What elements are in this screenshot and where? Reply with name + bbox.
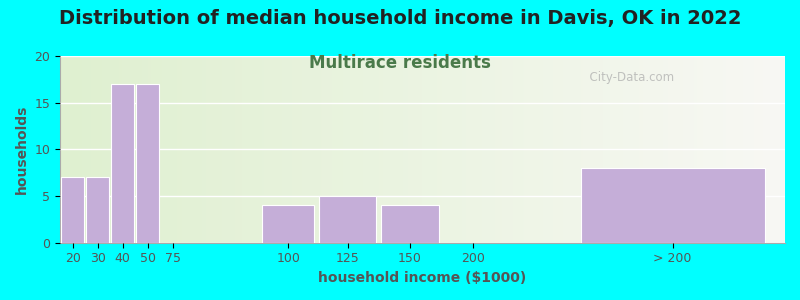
Bar	[86, 177, 109, 243]
Text: Distribution of median household income in Davis, OK in 2022: Distribution of median household income …	[58, 9, 742, 28]
Y-axis label: households: households	[15, 105, 29, 194]
Bar	[581, 168, 765, 243]
Bar	[111, 84, 134, 243]
Text: Multirace residents: Multirace residents	[309, 54, 491, 72]
Text: City-Data.com: City-Data.com	[582, 71, 674, 84]
Bar	[319, 196, 376, 243]
Bar	[136, 84, 159, 243]
Bar	[382, 206, 439, 243]
Bar	[61, 177, 84, 243]
Bar	[262, 206, 314, 243]
X-axis label: household income ($1000): household income ($1000)	[318, 271, 526, 285]
